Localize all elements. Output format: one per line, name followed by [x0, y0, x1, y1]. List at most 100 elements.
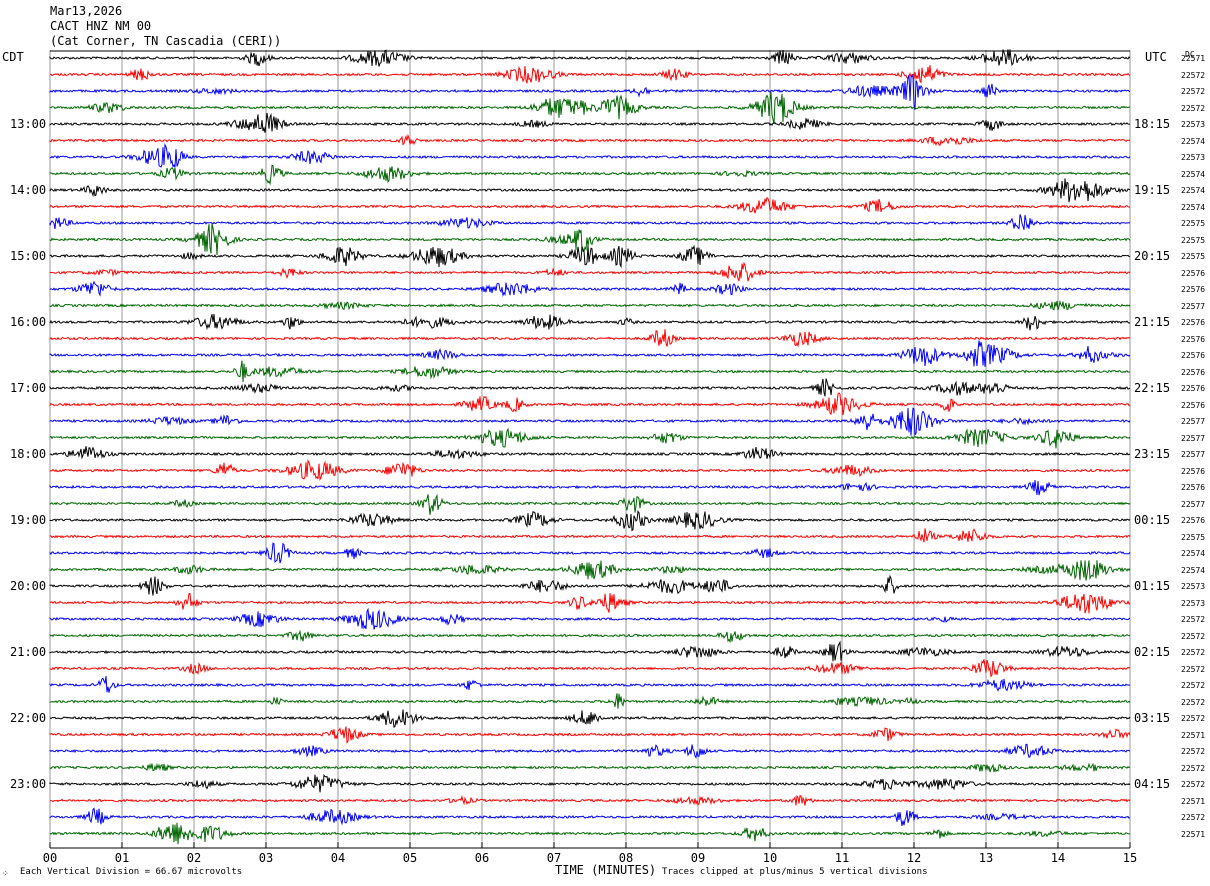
trace-line — [49, 659, 1131, 678]
trace-line — [49, 392, 1131, 416]
dc-offset-label: 22574 — [1181, 136, 1206, 146]
trace-line — [49, 133, 1131, 147]
x-tick-label: 08 — [619, 851, 633, 865]
trace-line — [49, 560, 1131, 581]
trace-line — [49, 378, 1131, 397]
trace-line — [49, 427, 1131, 449]
dc-header-label: DC — [1185, 50, 1195, 59]
header-date: Mar13,2026 — [50, 4, 123, 18]
dc-offset-label: 22572 — [1181, 87, 1206, 96]
trace-line — [49, 762, 1131, 773]
dc-offset-label: 22572 — [1181, 615, 1206, 624]
trace-line — [49, 223, 1131, 256]
trace-line — [49, 65, 1131, 84]
x-tick-label: 06 — [475, 851, 489, 865]
dc-offset-label: 22576 — [1181, 367, 1206, 377]
dc-offset-label: 22572 — [1181, 103, 1206, 113]
dc-offset-label: 22576 — [1181, 351, 1206, 360]
trace-line — [49, 91, 1131, 125]
dc-offset-label: 22574 — [1181, 169, 1206, 179]
x-tick-label: 14 — [1051, 851, 1065, 865]
x-tick-label: 01 — [115, 851, 129, 865]
trace-line — [49, 164, 1131, 186]
dc-offset-label: 22574 — [1181, 549, 1206, 558]
trace-line — [49, 407, 1131, 436]
trace-line — [49, 807, 1131, 826]
clip-note: Traces clipped at plus/minus 5 vertical … — [662, 867, 928, 877]
right-hour-label: 04:15 — [1134, 777, 1171, 791]
trace-line — [49, 607, 1131, 630]
header-location: (Cat Corner, TN Cascadia (CERI)) — [50, 34, 282, 48]
trace-line — [49, 340, 1131, 367]
dc-offset-label: 22575 — [1181, 532, 1206, 542]
x-axis-title: TIME (MINUTES) — [555, 863, 657, 877]
trace-line — [49, 73, 1131, 110]
trace-line — [49, 574, 1131, 596]
trace-line — [49, 49, 1131, 67]
left-hour-label: 20:00 — [10, 579, 47, 593]
right-hour-label: 01:15 — [1134, 579, 1171, 593]
dc-offset-label: 22574 — [1181, 565, 1206, 575]
trace-line — [49, 244, 1131, 269]
right-hour-label: 00:15 — [1134, 513, 1171, 527]
left-hour-label: 18:00 — [10, 447, 47, 461]
trace-line — [49, 528, 1131, 543]
dc-offset-label: 22571 — [1181, 730, 1206, 740]
trace-line — [49, 794, 1131, 806]
dc-offset-label: 22572 — [1181, 747, 1206, 756]
trace-line — [49, 261, 1131, 282]
x-tick-label: 09 — [691, 851, 705, 865]
trace-line — [49, 592, 1131, 614]
dc-offset-label: 22572 — [1181, 763, 1206, 773]
trace-line — [49, 360, 1131, 383]
left-hour-label: 19:00 — [10, 513, 47, 527]
dc-offset-label: 22576 — [1181, 400, 1206, 410]
trace-line — [49, 822, 1131, 845]
trace-line — [49, 676, 1131, 693]
trace-line — [49, 313, 1131, 331]
trace-line — [49, 214, 1131, 230]
dc-offset-label: 22576 — [1181, 516, 1206, 525]
left-timezone-label: CDT — [2, 50, 24, 64]
right-hour-label: 03:15 — [1134, 711, 1171, 725]
dc-offset-label: 22572 — [1181, 681, 1206, 690]
dc-offset-label: 22572 — [1181, 813, 1206, 822]
dc-offset-label: 22572 — [1181, 780, 1206, 789]
dc-offset-label: 22571 — [1181, 829, 1206, 839]
dc-offset-label: 22577 — [1181, 450, 1206, 459]
dc-offset-label: 22574 — [1181, 186, 1206, 195]
dc-offset-label: 22577 — [1181, 417, 1206, 426]
right-hour-label: 20:15 — [1134, 249, 1171, 263]
scale-note: Each Vertical Division = 66.67 microvolt… — [20, 867, 243, 877]
trace-line — [49, 112, 1131, 133]
right-hour-label: 02:15 — [1134, 645, 1171, 659]
dc-offset-label: 22576 — [1181, 285, 1206, 294]
x-tick-label: 11 — [835, 851, 849, 865]
left-hour-label: 16:00 — [10, 315, 47, 329]
dc-offset-label: 22572 — [1181, 697, 1206, 707]
dc-offset-label: 22572 — [1181, 714, 1206, 723]
dc-offset-label: 22573 — [1181, 153, 1206, 162]
dc-offset-label: 22575 — [1181, 235, 1206, 245]
left-hour-label: 17:00 — [10, 381, 47, 395]
trace-line — [49, 143, 1131, 168]
dc-offset-label: 22574 — [1181, 202, 1206, 212]
x-tick-label: 12 — [907, 851, 921, 865]
dc-offset-label: 22576 — [1181, 483, 1206, 492]
trace-line — [49, 196, 1131, 214]
dc-offset-label: 22572 — [1181, 648, 1206, 657]
dc-offset-label: 22571 — [1181, 796, 1206, 806]
trace-line — [49, 542, 1131, 564]
vertical-grid — [49, 50, 1131, 842]
dc-offset-label: 22576 — [1181, 318, 1206, 327]
x-tick-label: 04 — [331, 851, 345, 865]
dc-offset-label: 22572 — [1181, 70, 1206, 80]
trace-line — [49, 178, 1131, 203]
dc-offset-label: 22572 — [1181, 631, 1206, 641]
trace-line — [49, 510, 1131, 532]
dc-offset-label: 22575 — [1181, 252, 1206, 261]
trace-line — [49, 709, 1131, 728]
time-axis: 00 01 02 03 04 05 06 07 08 09 10 11 12 13 14 15 — [43, 842, 1137, 865]
trace-line — [49, 299, 1131, 311]
left-hour-label: 21:00 — [10, 645, 47, 659]
